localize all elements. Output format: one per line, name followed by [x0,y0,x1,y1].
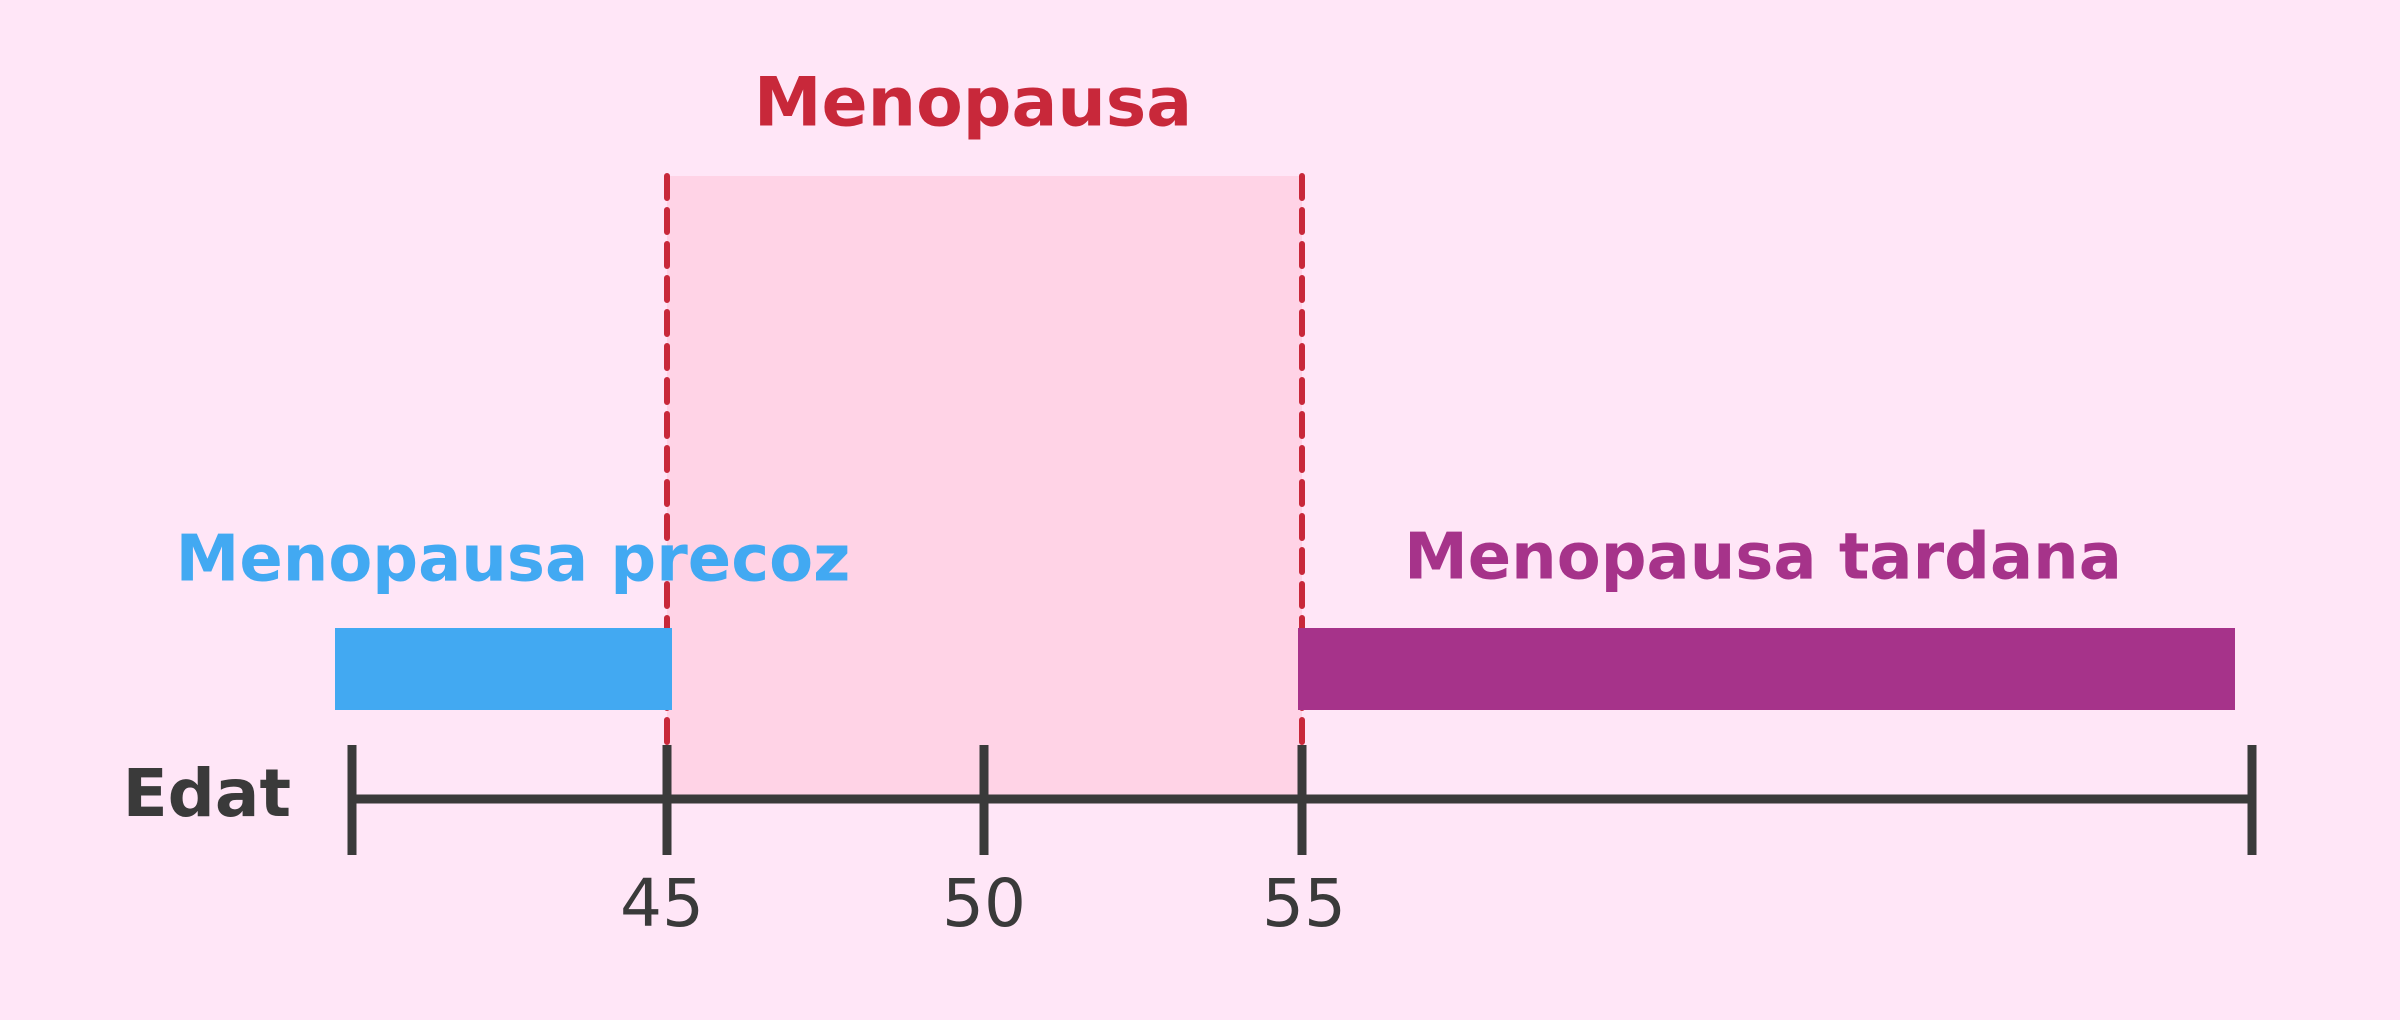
axis-ticks [347,745,2257,855]
menopause-range [667,176,1302,796]
late-label: Menopausa tardana [1404,521,2122,595]
tick-label: 55 [1262,865,1346,942]
axis-label: Edat [123,755,291,832]
early-bar [335,628,672,710]
early-label: Menopausa precoz [176,523,851,597]
title: Menopausa [754,64,1192,143]
late-bar [1298,628,2235,710]
tick-label: 45 [620,865,704,942]
tick-label: 50 [942,865,1026,942]
